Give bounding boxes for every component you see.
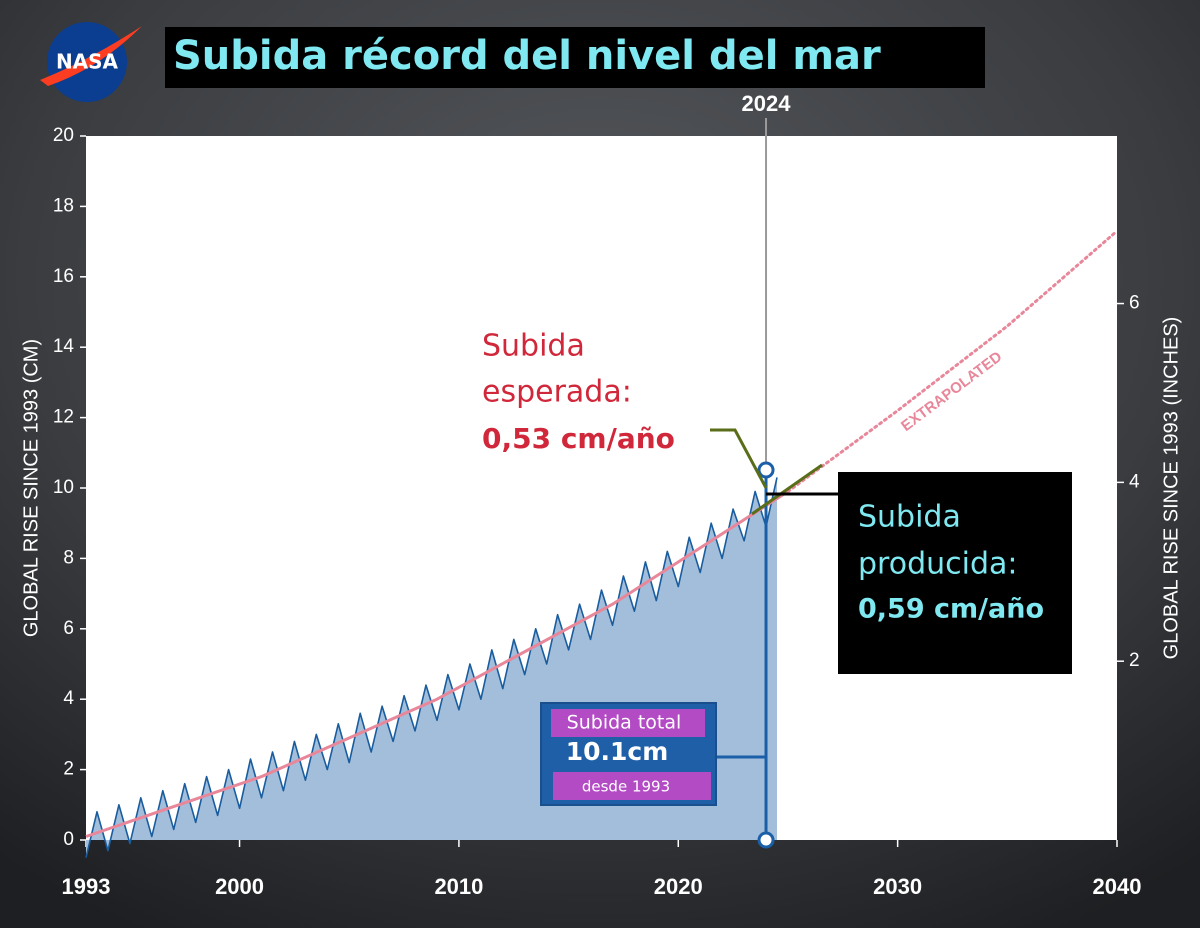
y-tick-label: 0 <box>63 829 74 850</box>
y-tick-label: 20 <box>53 125 74 146</box>
observed-rate: 0,59 cm/año <box>858 594 1044 625</box>
trend-line <box>85 490 789 838</box>
x-tick-label: 1993 <box>62 874 111 899</box>
y2-tick-label: 4 <box>1129 471 1140 492</box>
expected-text: Subida <box>482 329 585 364</box>
total-since-bg <box>553 772 711 800</box>
title-box <box>165 27 985 88</box>
y-tick-label: 8 <box>63 547 74 568</box>
y-tick-label: 16 <box>53 266 74 287</box>
x-tick-label: 2000 <box>215 874 264 899</box>
marker-label: 2024 <box>742 91 792 116</box>
y-tick-label: 18 <box>53 195 74 216</box>
observed-text: Subida <box>858 500 961 535</box>
y-tick-label: 10 <box>53 477 74 498</box>
x-tick-label: 2020 <box>654 874 703 899</box>
x-tick-label: 2040 <box>1093 874 1142 899</box>
y2-tick-label: 2 <box>1129 650 1140 671</box>
x-tick-label: 2010 <box>434 874 483 899</box>
chart-title: Subida récord del nivel del mar <box>173 33 881 79</box>
total-since: desde 1993 <box>582 778 670 796</box>
logo-text: NASA <box>56 50 119 74</box>
y-tick-label: 4 <box>63 688 74 709</box>
expected-tangent <box>751 463 823 516</box>
y-tick-label: 14 <box>53 336 75 357</box>
y-tick-label: 2 <box>63 759 74 780</box>
logo: NASA <box>40 22 142 102</box>
marker-dot <box>757 461 775 479</box>
total-heading: Subida total <box>567 712 682 734</box>
expected-text: esperada: <box>482 375 632 410</box>
total-heading-bg <box>551 709 705 737</box>
expected-rate: 0,53 cm/año <box>482 422 675 455</box>
observed-text: producida: <box>858 547 1018 582</box>
y2-tick-label: 6 <box>1129 293 1140 314</box>
y-tick-label: 12 <box>53 407 74 428</box>
total-amount: 10.1cm <box>566 737 669 766</box>
trend-line <box>786 229 1119 493</box>
y-tick-label: 6 <box>63 618 74 639</box>
x-tick-label: 2030 <box>873 874 922 899</box>
observed-box <box>838 472 1072 674</box>
marker-dot <box>757 831 775 849</box>
y-axis-label: GLOBAL RISE SINCE 1993 (CM) <box>20 339 42 637</box>
expected-connector <box>710 428 768 489</box>
y2-axis-label: GLOBAL RISE SINCE 1993 (INCHES) <box>1160 317 1182 660</box>
